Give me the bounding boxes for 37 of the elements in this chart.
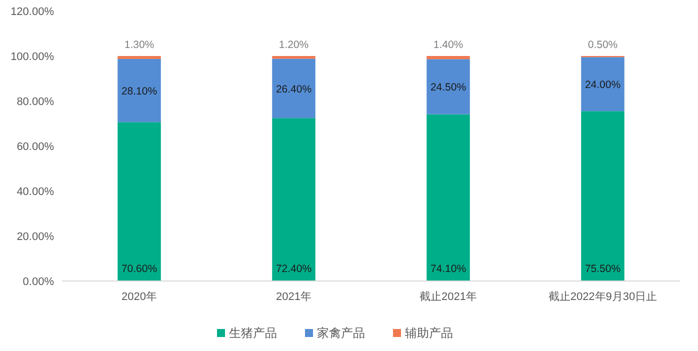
x-tick-label: 2021年 (276, 291, 312, 303)
bar (272, 58, 316, 118)
x-tick-label: 2020年 (122, 291, 157, 303)
x-tick-label: 截止2021年 (420, 290, 477, 303)
legend-label: 家禽产品 (317, 326, 365, 340)
bar (118, 56, 161, 59)
bar (118, 122, 161, 281)
legend-label: 生猪产品 (229, 326, 277, 340)
x-tick-label: 截止2022年9月30日止 (548, 290, 658, 303)
data-label: 72.40% (276, 263, 312, 275)
bar (426, 114, 470, 281)
y-tick-label: 120.00% (10, 6, 54, 18)
data-label: 74.10% (430, 263, 466, 275)
data-label: 1.20% (278, 39, 309, 51)
data-label: 70.60% (121, 263, 158, 275)
bar (272, 118, 316, 281)
y-tick-label: 80.00% (16, 96, 54, 108)
legend-label: 辅助产品 (405, 326, 453, 340)
y-tick-label: 100.00% (10, 51, 54, 63)
data-label: 1.30% (124, 39, 154, 51)
bar (118, 58, 161, 122)
data-label: 24.00% (584, 79, 621, 92)
y-tick-label: 20.00% (16, 231, 54, 243)
y-tick-label: 0.00% (22, 276, 54, 288)
y-tick-label: 40.00% (16, 186, 54, 198)
bar (581, 57, 624, 112)
bar (426, 59, 470, 114)
bar (272, 56, 316, 59)
data-label: 75.50% (584, 263, 621, 275)
data-label: 1.40% (433, 39, 464, 51)
data-label: 0.50% (588, 39, 618, 51)
data-label: 28.10% (121, 86, 158, 98)
bar (426, 56, 470, 60)
y-tick-label: 60.00% (16, 141, 54, 153)
data-label: 24.50% (430, 82, 466, 94)
bar (581, 111, 624, 281)
data-label: 26.40% (276, 83, 312, 96)
